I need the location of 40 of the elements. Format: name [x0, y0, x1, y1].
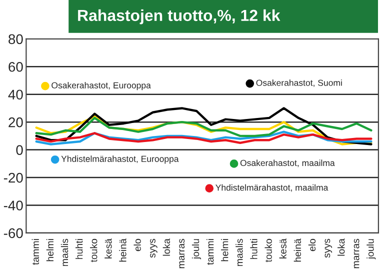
legend-label: Osakerahastot, Eurooppa — [52, 82, 151, 90]
legend-label: Yhdistelmärahastot, maailma — [216, 184, 328, 192]
y-tick-label: 60 — [8, 62, 23, 72]
x-tick-label: joulu — [192, 239, 202, 260]
y-tick-label: 80 — [8, 34, 23, 44]
x-tick-label: loka — [162, 238, 170, 256]
x-tick-label: tammi — [32, 239, 39, 265]
legend-label: Yhdistelmärahastot, Eurooppa — [61, 156, 179, 164]
x-tick-label: huhti — [76, 239, 83, 259]
x-tick-label: huhti — [250, 239, 258, 259]
x-tick-label: maalis — [236, 238, 243, 266]
x-tick-label: maalis — [60, 238, 68, 266]
x-tick-label: kesä — [279, 238, 286, 258]
x-tick-label: heinä — [294, 238, 301, 262]
y-tick-label: -20 — [4, 172, 23, 183]
x-tick-label: syys — [150, 238, 158, 258]
line-series — [35, 116, 372, 138]
x-tick-label: touko — [264, 238, 272, 262]
x-tick-label: kesä — [104, 238, 112, 258]
x-tick-label: touko — [90, 238, 98, 262]
x-tick-label: marras — [354, 238, 360, 268]
x-tick-label: elo — [308, 238, 316, 252]
y-tick-label: 20 — [8, 117, 23, 128]
x-tick-label: helmi — [46, 239, 54, 262]
x-tick-label: elo — [134, 238, 141, 252]
x-tick-label: marras — [179, 238, 185, 268]
x-tick-label: heinä — [119, 238, 126, 262]
y-tick-label: 0 — [16, 145, 23, 155]
line-series — [35, 107, 372, 146]
x-tick-label: joulu — [366, 239, 376, 260]
legend-label: Osakerahastot, maailma — [240, 160, 335, 168]
x-tick-label: tammi — [206, 239, 214, 265]
y-tick-label: 40 — [8, 90, 23, 100]
y-tick-label: -60 — [4, 228, 23, 238]
legend-label: Osakerahastot, Suomi — [256, 79, 342, 87]
x-tick-label: syys — [324, 238, 332, 258]
y-tick-label: -40 — [4, 200, 23, 210]
x-tick-label: loka — [338, 238, 345, 256]
x-tick-label: helmi — [221, 239, 228, 262]
chart-title: Rahastojen tuotto,%, 12 kk — [78, 9, 280, 24]
